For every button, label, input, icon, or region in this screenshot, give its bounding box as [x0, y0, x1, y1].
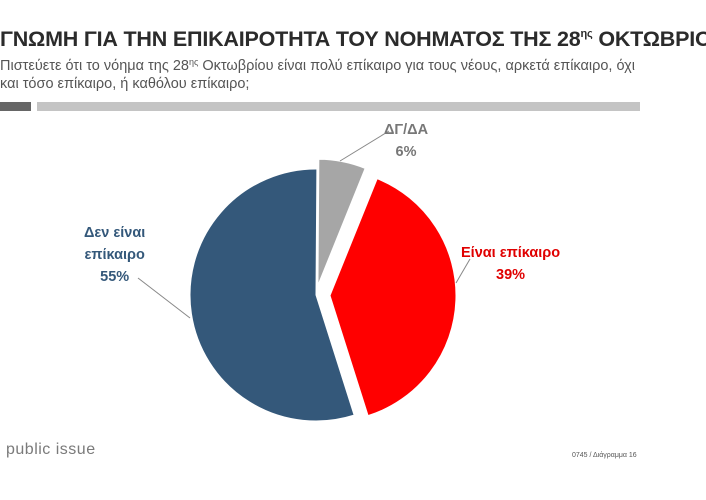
pie-slice-not-topical	[189, 168, 355, 422]
leader-line-not-topical	[137, 277, 191, 319]
leader-line-topical	[455, 258, 471, 284]
label-topical: Είναι επίκαιρο 39%	[461, 245, 561, 283]
pie-slice-dk-na	[317, 158, 366, 286]
footnote: 0745 / Διάγραμμα 16	[572, 452, 637, 459]
chart-subtitle: Πιστεύετε ότι το νόημα της 28ης Οκτωβρίο…	[0, 57, 635, 92]
label-dk-na: ΔΓ/ΔΑ 6%	[384, 122, 429, 160]
leader-line-dk-na	[339, 130, 390, 162]
header-bar-light	[37, 102, 640, 111]
public-issue-logo: public issue	[6, 441, 96, 458]
header-bar-dark	[0, 102, 31, 111]
label-not-topical: Δεν είναι επίκαιρο 55%	[84, 225, 146, 285]
pie-slice-topical	[329, 178, 457, 417]
chart-title: ΓΝΩΜΗ ΓΙΑ ΤΗΝ ΕΠΙΚΑΙΡΟΤΗΤΑ ΤΟΥ ΝΟΗΜΑΤΟΣ …	[0, 27, 706, 51]
